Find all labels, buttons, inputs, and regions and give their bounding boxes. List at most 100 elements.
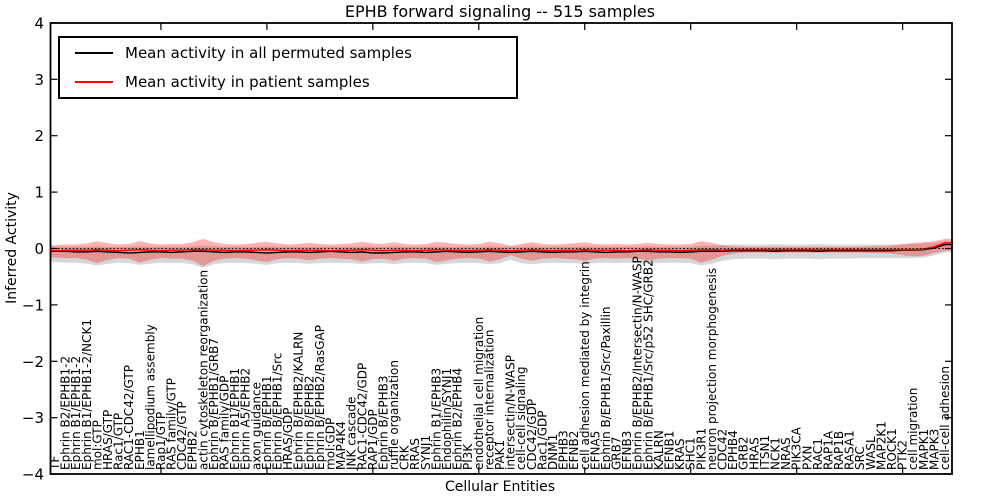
x-tick-label: EFNB2 [567, 431, 581, 470]
x-tick-label: HRAS/GDP [281, 407, 295, 470]
x-tick-label: MAPK3 [927, 429, 941, 470]
x-tick-label: RAC1-CDC42/GTP [122, 365, 136, 470]
x-tick-label: Ephrin B/EPHB2/KALRN [292, 332, 306, 470]
x-tick-label: KALRN [652, 430, 666, 470]
x-tick-label: SHC1 [684, 437, 698, 470]
x-tick-label: Ephrin A5/EPHB2 [239, 368, 253, 470]
x-tick-label: PXN [800, 446, 814, 470]
x-tick-label: Rap1/GTP [154, 412, 168, 470]
legend: Mean activity in all permuted samples Me… [58, 36, 518, 99]
x-tick-label: CDC42/GDP [525, 399, 539, 470]
x-tick-label: Ephrin B/EPHB2/Intersectin/N-WASP [631, 256, 645, 470]
x-tick-label: EPHB1 [133, 430, 147, 470]
x-tick-label: NCK1 [768, 437, 782, 470]
y-tick-label: 4 [34, 14, 44, 32]
x-tick-label: Ephrin B2/EPHB4 [451, 368, 465, 470]
x-tick-label: cell-cell adhesion [938, 366, 952, 470]
x-tick-label: Ephrin B1/EPHB1-2 [69, 356, 83, 470]
x-tick-label: receptor internalization [482, 330, 496, 470]
legend-item-patient: Mean activity in patient samples [60, 68, 516, 96]
x-tick-label: RAP1A [821, 430, 835, 470]
x-tick-label: RAP1/GDP [366, 409, 380, 470]
legend-line-sample-permuted [75, 52, 113, 54]
x-tick-label: endothelial cell migration [472, 317, 486, 470]
mean-line-series-1 [50, 242, 952, 252]
y-tick-label: 0 [34, 240, 44, 258]
x-tick-label: Ephrin B/EPHB1/Src/p52 SHC/GRB2 [641, 259, 655, 470]
x-tick-label: Ephrin B2/EPHB1-2 [59, 356, 73, 470]
x-tick-label: HRAS [747, 437, 761, 470]
x-tick-label: lamellipodium assembly [143, 324, 157, 470]
x-tick-label: GRB7 [610, 436, 624, 470]
x-tick-label: RAP1B [832, 431, 846, 470]
x-tick-label: Rac1/GDP [535, 411, 549, 470]
x-tick-label: actin cytoskeleton reorganization [196, 270, 210, 470]
x-tick-label: ITSN1 [758, 435, 772, 470]
x-tick-label: RAS family/GTP [165, 378, 179, 470]
x-tick-label: intersectin/N-WASP [504, 355, 518, 470]
x-tick-label: RAS family/GDP [218, 376, 232, 470]
chart-title: EPHB forward signaling -- 515 samples [344, 2, 656, 21]
x-tick-label: EFNB3 [620, 431, 634, 470]
x-tick-label: Ephrin B/EPHB1/Src [271, 353, 285, 470]
x-tick-label: MAP2K1 [874, 421, 888, 470]
x-tick-label: Ephrin B/EPHB1 [260, 376, 274, 470]
x-tick-label: RAC1-CDC42/GDP [355, 363, 369, 470]
x-tick-label: DNM1 [546, 434, 560, 470]
x-tick-label: PAK1 [493, 440, 507, 470]
x-tick-label: cell migration [906, 388, 920, 470]
mean-line-series-0 [50, 243, 952, 254]
x-tick-label: cell-cell signaling [514, 367, 528, 471]
x-tick-label: Endophilin/SYNJ1 [440, 368, 454, 470]
x-axis-label: Cellular Entities [444, 479, 556, 495]
x-tick-label: RAC1 [811, 438, 825, 470]
x-tick-label: WASL [864, 436, 878, 470]
x-tick-label: CRK [398, 444, 412, 470]
x-tick-label: EPHB3 [557, 430, 571, 470]
x-tick-label: MAP4K4 [334, 421, 348, 470]
x-tick-label: mol:GDP [323, 418, 337, 470]
y-tick-label: −4 [22, 466, 44, 484]
x-tick-label: NRAS [779, 437, 793, 470]
x-tick-label: Rac1/GTP [112, 413, 126, 470]
y-tick-label: 2 [34, 127, 44, 145]
legend-label-patient: Mean activity in patient samples [125, 73, 370, 91]
x-tick-label: EPHB2 [186, 430, 200, 470]
x-tick-label: cell adhesion mediated by integrin [578, 261, 592, 470]
x-tick-label: SYNJ1 [419, 435, 433, 470]
x-tick-label: PTK2 [896, 440, 910, 470]
x-tick-label: PIK3R1 [694, 428, 708, 470]
x-tick-label: ruffle organization [387, 360, 401, 470]
x-tick-label: RRAS [408, 438, 422, 470]
legend-label-permuted: Mean activity in all permuted samples [125, 44, 412, 62]
x-tick-label: neuron projection morphogenesis [705, 268, 719, 470]
x-tick-label: EFNB1 [663, 431, 677, 470]
x-tick-label: JNK cascade [345, 397, 359, 471]
x-tick-label: MAPK1 [917, 429, 931, 470]
y-tick-label: −3 [22, 409, 44, 427]
x-tick-label: Ephrin B/EPHB2/RasGAP [313, 325, 327, 470]
x-tick-label: PIK3CA [790, 426, 804, 470]
x-tick-label: Ephrin B/EPHB1/GRB7 [207, 338, 221, 470]
y-tick-label: 1 [34, 184, 44, 202]
y-tick-label: −2 [22, 353, 44, 371]
y-tick-label: −1 [22, 296, 44, 314]
x-tick-label: EFNA5 [588, 431, 602, 470]
y-tick-label: 3 [34, 71, 44, 89]
x-tick-label: EPHB4 [726, 430, 740, 470]
x-tick-label: mol:GTP [90, 420, 104, 470]
x-tick-label: RASA1 [843, 430, 857, 470]
x-tick-label: HRAS/GTP [101, 410, 115, 470]
legend-item-permuted: Mean activity in all permuted samples [60, 39, 516, 67]
x-tick-label: Ephrin B/EPHB1/Src/Paxillin [599, 306, 613, 470]
x-tick-label: Ephrin B1/EPHB1-2/NCK1 [80, 319, 94, 470]
x-tick-label: Ephrin B1/EPHB3 [429, 368, 443, 470]
x-tick-label: ROCK1 [885, 428, 899, 470]
legend-line-sample-patient [75, 81, 113, 83]
x-tick-label: Ephrin B/EPHB2 [302, 376, 316, 470]
y-axis-label: Inferred Activity [4, 192, 20, 304]
x-tick-label: GRB2 [737, 436, 751, 470]
band-series-0 [50, 241, 952, 268]
x-tick-label: axon guidance [249, 382, 263, 470]
